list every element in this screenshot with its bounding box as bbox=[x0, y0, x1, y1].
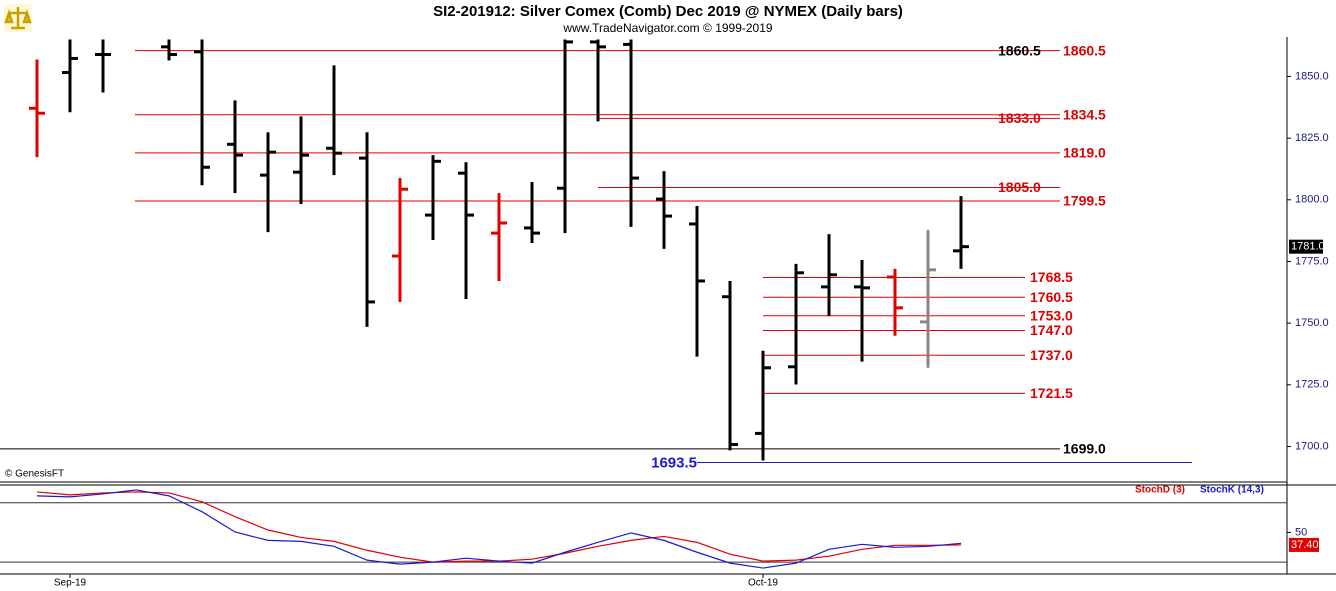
price-panel bbox=[0, 39, 1192, 463]
watermark: © GenesisFT bbox=[5, 469, 64, 480]
x-tick-label: Sep-19 bbox=[54, 578, 87, 589]
chart-title: SI2-201912: Silver Comex (Comb) Dec 2019… bbox=[433, 3, 903, 20]
last-price-label: 1781.0 bbox=[1291, 241, 1325, 253]
level-label: 1833.0 bbox=[998, 110, 1041, 126]
y-tick-label: 1750.0 bbox=[1295, 317, 1329, 329]
level-label: 1860.5 bbox=[998, 42, 1041, 58]
stoch-line bbox=[36, 489, 962, 569]
level-label: 1753.0 bbox=[1030, 307, 1073, 323]
chart-subtitle: www.TradeNavigator.com © 1999-2019 bbox=[562, 21, 772, 35]
level-label: 1760.5 bbox=[1030, 289, 1073, 305]
last-value-label: 37.40 bbox=[1291, 539, 1319, 551]
legend-entry: StochD (3) bbox=[1135, 485, 1185, 496]
y-tick-label: 1800.0 bbox=[1295, 194, 1329, 206]
level-label: 1768.5 bbox=[1030, 269, 1073, 285]
x-tick-label: Oct-19 bbox=[748, 578, 778, 589]
logo bbox=[4, 4, 32, 32]
y-tick-label: 1850.0 bbox=[1295, 70, 1329, 82]
y-tick-label: 1725.0 bbox=[1295, 379, 1329, 391]
level-label: 1721.5 bbox=[1030, 385, 1073, 401]
level-label: 1805.0 bbox=[998, 179, 1041, 195]
level-label: 1799.5 bbox=[1063, 193, 1106, 209]
last-price-box bbox=[1289, 239, 1323, 254]
y-tick-label: 50 bbox=[1295, 526, 1307, 538]
y-tick-label: 1825.0 bbox=[1295, 132, 1329, 144]
level-label: 1834.5 bbox=[1063, 106, 1106, 122]
level-label: 1860.5 bbox=[1063, 42, 1106, 58]
legend-entry: StochK (14,3) bbox=[1200, 485, 1264, 496]
level-label: 1699.0 bbox=[1063, 441, 1106, 457]
y-tick-label: 1775.0 bbox=[1295, 255, 1329, 267]
level-label: 1737.0 bbox=[1030, 347, 1073, 363]
y-tick-label: 1700.0 bbox=[1295, 440, 1329, 452]
level-label: 1819.0 bbox=[1063, 145, 1106, 161]
level-label: 1693.5 bbox=[651, 454, 697, 471]
last-value-box bbox=[1289, 537, 1319, 552]
level-label: 1747.0 bbox=[1030, 322, 1073, 338]
